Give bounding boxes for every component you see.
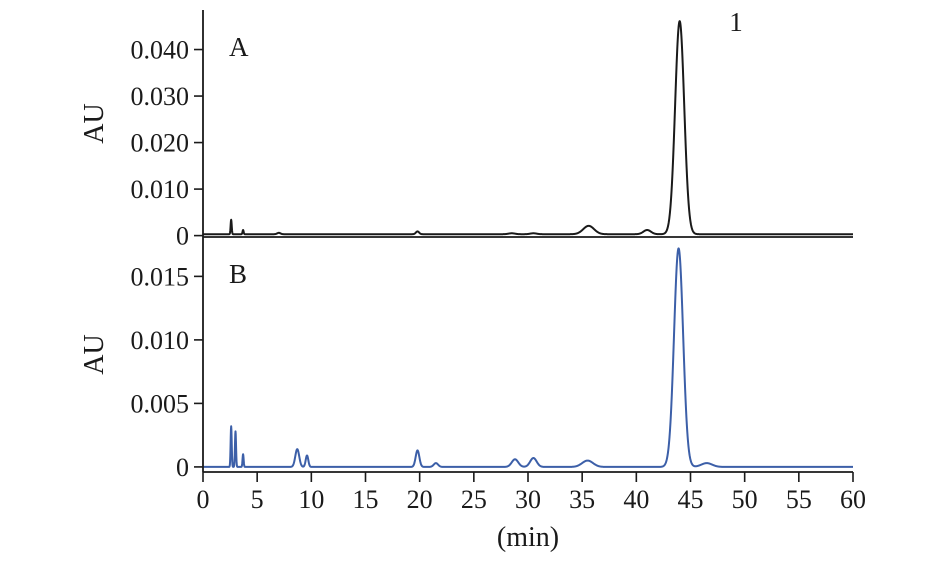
x-tick-label: 40 (623, 485, 649, 514)
x-tick-label: 0 (197, 485, 210, 514)
x-tick-label: 35 (569, 485, 595, 514)
trace-A (202, 20, 854, 236)
y-axis-title: AU (79, 103, 110, 143)
x-tick-label: 15 (353, 485, 379, 514)
y-tick-label: 0.010 (131, 326, 190, 355)
x-tick-label: 25 (461, 485, 487, 514)
x-tick-label: 60 (840, 485, 866, 514)
panel-label: B (229, 259, 247, 289)
x-tick-label: 30 (515, 485, 541, 514)
x-tick-label: 45 (678, 485, 704, 514)
panel-A: 0 0.010 0.020 0.030 0.040 AU A 1 (79, 7, 854, 251)
peak-annotation: 1 (729, 7, 743, 37)
y-tick-label: 0.005 (131, 389, 190, 418)
y-tick-label: 0.015 (131, 262, 190, 291)
y-tick-label: 0.030 (131, 82, 190, 111)
x-tick-label: 5 (251, 485, 264, 514)
y-tick-label: 0 (176, 222, 189, 251)
y-axis-title: AU (79, 334, 110, 374)
x-tick-label: 55 (786, 485, 812, 514)
x-tick-label: 20 (407, 485, 433, 514)
y-tick-label: 0.010 (131, 175, 190, 204)
x-tick-label: 10 (298, 485, 324, 514)
panel-B: 0 0.005 0.010 0.015 AU B 0 5 10 15 20 25 30 35 40 45 50 5… (79, 237, 866, 553)
panel-label: A (229, 32, 249, 62)
x-axis-title: (min) (497, 522, 559, 553)
y-tick-label: 0.040 (131, 36, 190, 65)
trace-B (202, 247, 854, 468)
y-tick-label: 0.020 (131, 129, 190, 158)
x-tick-label: 50 (732, 485, 758, 514)
y-tick-label: 0 (176, 453, 189, 482)
